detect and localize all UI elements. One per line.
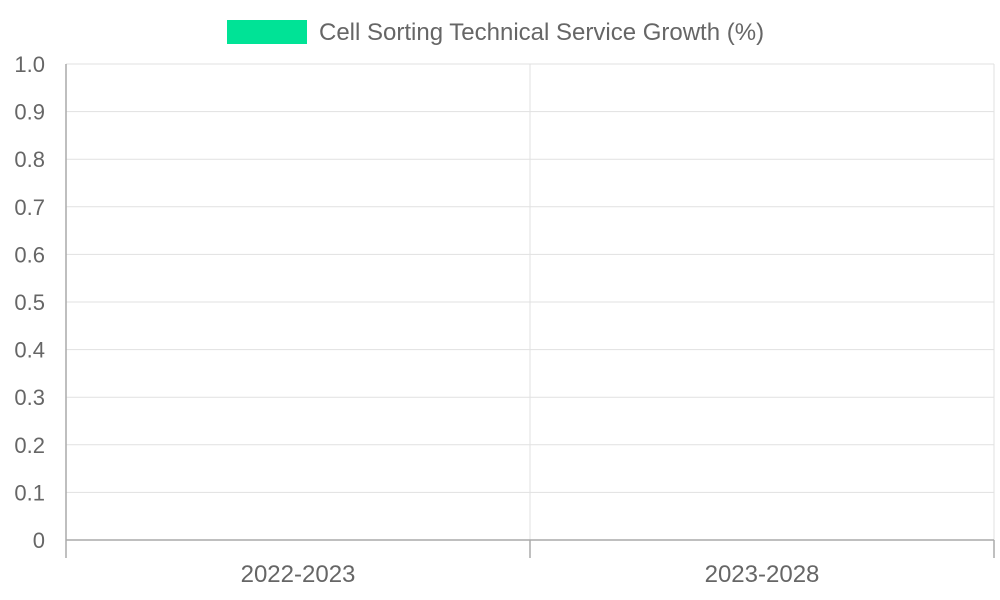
y-tick-label: 0 — [33, 528, 45, 553]
y-tick-label: 0.8 — [14, 147, 45, 172]
y-tick-label: 0.9 — [14, 100, 45, 125]
x-axis-labels: 2022-2023 2023-2028 — [241, 561, 820, 588]
y-axis-ticks: 0 0.1 0.2 0.3 0.4 0.5 0.6 0.7 0.8 0.9 1.0 — [14, 52, 45, 553]
y-tick-label: 0.7 — [14, 195, 45, 220]
y-tick-label: 0.3 — [14, 385, 45, 410]
x-tick-label: 2023-2028 — [705, 561, 820, 588]
legend-swatch — [227, 20, 307, 44]
y-tick-label: 0.1 — [14, 480, 45, 505]
y-tick-label: 0.6 — [14, 242, 45, 267]
y-tick-label: 0.2 — [14, 433, 45, 458]
x-tick-label: 2022-2023 — [241, 561, 356, 588]
y-tick-label: 0.4 — [14, 338, 45, 363]
y-tick-label: 1.0 — [14, 52, 45, 77]
y-tick-label: 0.5 — [14, 290, 45, 315]
legend[interactable]: Cell Sorting Technical Service Growth (%… — [227, 19, 764, 46]
legend-label: Cell Sorting Technical Service Growth (%… — [319, 19, 764, 46]
grid — [65, 63, 995, 558]
axes — [65, 64, 994, 541]
